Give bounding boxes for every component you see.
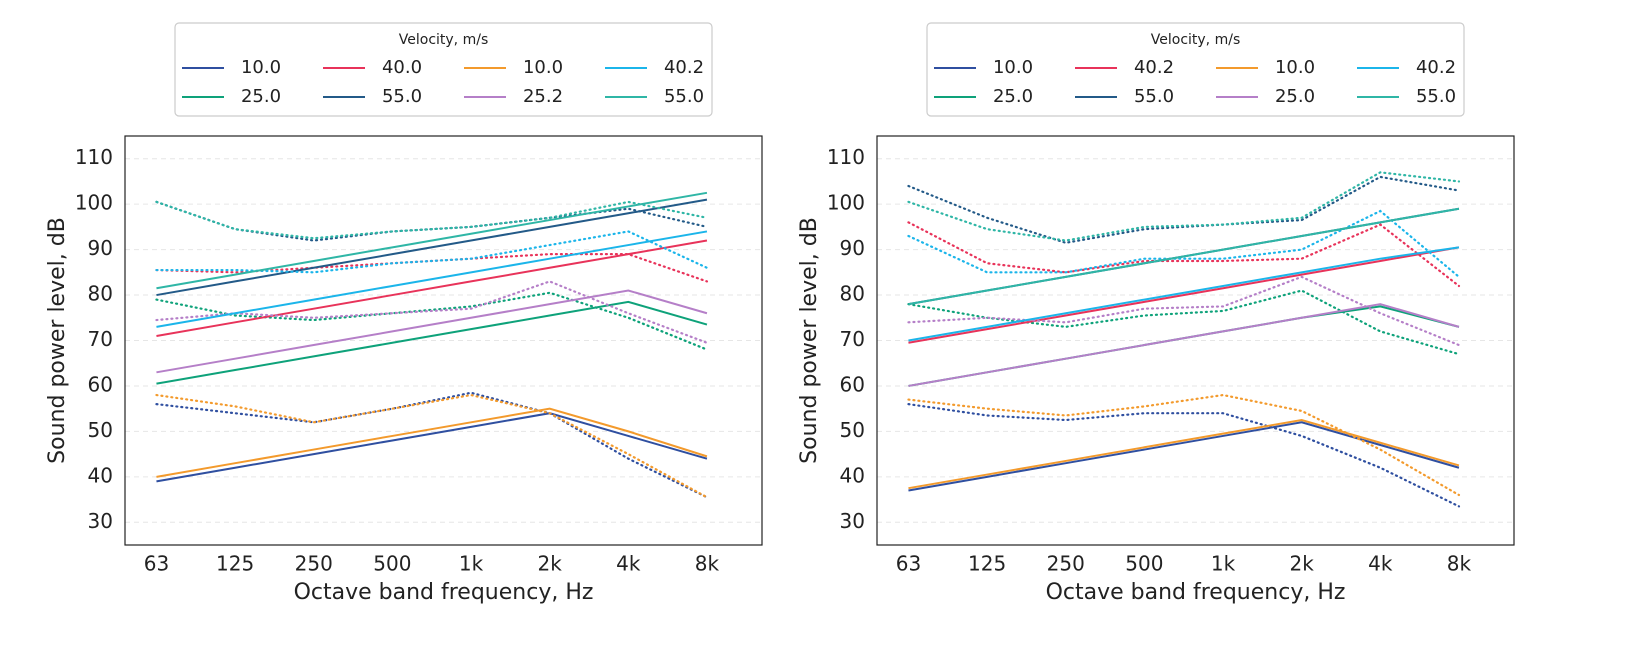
legend-title: Velocity, m/s [399, 32, 488, 48]
line [908, 421, 1460, 492]
x-tick-label: 250 [1047, 552, 1085, 576]
legend-label: 40.2 [1134, 57, 1174, 78]
legend-label: 25.0 [993, 86, 1033, 107]
y-tick-label: 60 [88, 372, 113, 396]
x-tick-label: 1k [1211, 552, 1236, 576]
line [156, 300, 708, 385]
x-tick-label: 125 [216, 552, 254, 576]
legend-label: 25.0 [1275, 86, 1315, 107]
legend-box [926, 22, 1465, 117]
line [156, 289, 708, 374]
line [156, 412, 708, 483]
y-tick-label: 30 [840, 509, 865, 533]
y-tick-label: 80 [840, 282, 865, 306]
y-tick-label: 30 [88, 509, 113, 533]
x-tick-label: 250 [295, 552, 333, 576]
x-tick-label: 2k [538, 552, 563, 576]
x-tick-label: 63 [144, 552, 169, 576]
y-tick-label: 60 [840, 372, 865, 396]
x-tick-label: 2k [1290, 552, 1315, 576]
legend-label: 55.0 [1134, 86, 1174, 107]
dotted-line [155, 291, 709, 351]
line [156, 191, 708, 290]
line [156, 407, 708, 478]
dotted-line [907, 171, 1461, 242]
x-tick-label: 4k [1368, 552, 1393, 576]
line [156, 198, 708, 297]
legend-label: 10.0 [993, 57, 1033, 78]
legend-label: 40.0 [382, 57, 422, 78]
dotted-line [155, 393, 709, 499]
y-axis-label: Sound power level, dB [797, 217, 822, 464]
legend-label: 25.0 [241, 86, 281, 107]
legend-label: 40.2 [664, 57, 704, 78]
y-tick-label: 70 [840, 327, 865, 351]
plot-frame [124, 135, 763, 546]
x-tick-label: 125 [968, 552, 1006, 576]
dotted-line [907, 403, 1461, 508]
dotted-line [155, 253, 709, 283]
y-tick-label: 80 [88, 282, 113, 306]
x-tick-label: 8k [1447, 552, 1472, 576]
dotted-line [907, 175, 1461, 244]
line [908, 305, 1460, 387]
y-tick-label: 110 [75, 145, 113, 169]
y-tick-label: 70 [88, 327, 113, 351]
dotted-line [155, 391, 709, 499]
line [908, 246, 1460, 342]
x-tick-label: 4k [616, 552, 641, 576]
y-tick-label: 90 [88, 236, 113, 260]
legend-label: 55.0 [664, 86, 704, 107]
y-tick-label: 50 [88, 418, 113, 442]
y-tick-label: 40 [840, 463, 865, 487]
y-axis-label: Sound power level, dB [45, 217, 70, 464]
x-axis-label: Octave band frequency, Hz [1046, 580, 1346, 605]
dotted-line [155, 200, 709, 240]
x-axis-label: Octave band frequency, Hz [294, 580, 594, 605]
legend-label: 10.0 [1275, 57, 1315, 78]
y-tick-label: 100 [75, 191, 113, 215]
dotted-line [907, 393, 1461, 497]
y-tick-label: 40 [88, 463, 113, 487]
x-tick-label: 500 [1125, 552, 1163, 576]
legend-title: Velocity, m/s [1151, 32, 1240, 48]
legend-label: 55.0 [382, 86, 422, 107]
x-tick-label: 8k [695, 552, 720, 576]
line [908, 303, 1460, 387]
line [908, 419, 1460, 490]
subplot: 30 40 50 60 70 80 90 100 110 63 125 250 500 1k 2k 4k 8k O… [797, 22, 1515, 605]
x-tick-label: 1k [459, 552, 484, 576]
legend-box [174, 22, 713, 117]
dotted-line [155, 230, 709, 274]
legend: Velocity, m/s 10.0 25.0 40.0 55.0 10.0 25.2 40.… [174, 22, 713, 117]
dotted-line [907, 275, 1461, 347]
dotted-line [907, 209, 1461, 278]
y-tick-label: 50 [840, 418, 865, 442]
y-tick-label: 100 [827, 191, 865, 215]
dotted-line [907, 289, 1461, 356]
legend-label: 55.0 [1416, 86, 1456, 107]
line [156, 230, 708, 328]
y-tick-label: 90 [840, 236, 865, 260]
legend-label: 40.2 [1416, 57, 1456, 78]
legend: Velocity, m/s 10.0 25.0 40.2 55.0 10.0 25.0 40.… [926, 22, 1465, 117]
legend-label: 10.0 [241, 57, 281, 78]
line [908, 246, 1460, 344]
dotted-line [155, 280, 709, 344]
x-tick-label: 500 [373, 552, 411, 576]
line [908, 207, 1460, 306]
line [156, 239, 708, 337]
plot-frame [876, 135, 1515, 546]
y-tick-label: 110 [827, 145, 865, 169]
legend-label: 10.0 [523, 57, 563, 78]
dotted-line [907, 221, 1461, 288]
x-tick-label: 63 [896, 552, 921, 576]
subplot: 30 40 50 60 70 80 90 100 110 63 125 250 500 1k 2k 4k 8k O… [45, 22, 763, 605]
legend-label: 25.2 [523, 86, 563, 107]
